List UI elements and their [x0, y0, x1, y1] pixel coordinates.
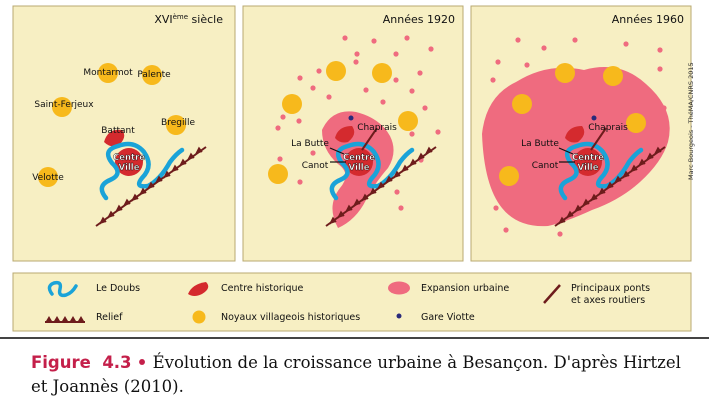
label-bregille: Bregille	[161, 118, 195, 128]
centre-ville-3	[574, 148, 602, 176]
label-canot-3: Canot	[532, 161, 559, 171]
caption-rule	[0, 337, 709, 339]
map-credit: Marc Bourgeois - ThéMA/CNRS 2015	[687, 62, 695, 180]
panel-1920s: Années 1920 Centre Ville Chaprais La But…	[242, 5, 464, 262]
river-doubs-2	[329, 141, 415, 201]
bridge-chaprais-2	[361, 127, 378, 151]
village-1920-b	[372, 63, 392, 83]
caption-text: Évolution de la croissance urbaine à Bes…	[31, 353, 681, 396]
legend-village-icon	[192, 310, 206, 324]
legend-ponts-label-1: Principaux ponts	[571, 283, 650, 294]
legend-relief-label: Relief	[96, 312, 123, 323]
legend-expansion-label: Expansion urbaine	[421, 283, 509, 294]
label-chaprais-2: Chaprais	[357, 123, 397, 133]
village-1960-a	[555, 63, 575, 83]
village-1920-a	[326, 61, 346, 81]
village-palente	[142, 65, 162, 85]
village-1960-c	[512, 94, 532, 114]
centre-historique-1	[104, 129, 125, 147]
panel-16th-century: XVIème siècle Montarmot Palente Saint-Fe…	[12, 5, 236, 262]
label-battant: Battant	[101, 126, 135, 136]
panel-2-title: Années 1920	[383, 13, 455, 26]
scattered-dots-2	[275, 35, 441, 211]
bridge-butte-2	[329, 147, 345, 155]
centre-ville-1	[115, 148, 143, 176]
village-velotte	[38, 167, 58, 187]
diagram-canvas: XVIème siècle Montarmot Palente Saint-Fe…	[12, 5, 692, 332]
bridge-chaprais-3	[590, 127, 607, 151]
village-montarmot	[98, 63, 118, 83]
village-1920-d	[398, 111, 418, 131]
village-1960-e	[499, 166, 519, 186]
gare-viotte-3	[591, 115, 597, 121]
panel-1960s: Années 1960 Centre Ville Chaprais La But…	[470, 5, 692, 262]
panel-1-title: XVIème siècle	[154, 13, 223, 26]
relief-2	[325, 146, 437, 227]
legend-relief-icon	[45, 316, 85, 323]
figure-caption: Figure 4.3 • Évolution de la croissance …	[31, 351, 691, 399]
centre-historique-2	[335, 126, 355, 143]
label-ville-2: Ville	[349, 163, 370, 173]
centre-ville-2	[345, 148, 373, 176]
label-centre-2: Centre	[343, 153, 375, 163]
label-ville-3: Ville	[578, 163, 599, 173]
river-doubs-1	[99, 141, 185, 201]
village-1960-d	[626, 113, 646, 133]
legend-doubs-label: Le Doubs	[96, 283, 140, 294]
label-centre-3: Centre	[572, 153, 604, 163]
legend: Le Doubs Relief Centre historique Noyaux…	[12, 272, 692, 332]
figure-label: Figure 4.3	[31, 353, 132, 372]
centre-historique-3	[565, 126, 585, 143]
label-ville-1: Ville	[119, 163, 140, 173]
legend-gare-label: Gare Viotte	[421, 312, 475, 323]
legend-river-icon	[47, 280, 78, 298]
relief-3	[554, 146, 666, 227]
label-chaprais-3: Chaprais	[588, 123, 628, 133]
label-palente: Palente	[137, 70, 171, 80]
label-saint-ferjeux: Saint-Ferjeux	[34, 100, 94, 110]
village-1920-e	[268, 164, 288, 184]
legend-gare-icon	[396, 313, 402, 319]
legend-ponts-label-2: et axes routiers	[571, 295, 645, 306]
legend-noyaux-label: Noyaux villageois historiques	[221, 312, 360, 323]
bridge-butte-3	[558, 147, 574, 155]
label-velotte: Velotte	[32, 173, 64, 183]
legend-expansion-icon	[388, 281, 410, 295]
village-1960-b	[603, 66, 623, 86]
caption-bullet: •	[136, 353, 148, 372]
relief-1	[95, 146, 207, 227]
label-la-butte-3: La Butte	[521, 139, 559, 149]
village-saint-ferjeux	[52, 97, 72, 117]
river-doubs-3	[558, 141, 644, 201]
village-1920-c	[282, 94, 302, 114]
label-canot-2: Canot	[302, 161, 329, 171]
label-montarmot: Montarmot	[83, 68, 133, 78]
village-bregille	[166, 115, 186, 135]
legend-ponts-icon	[543, 284, 561, 304]
legend-centre-icon	[188, 282, 209, 296]
panel-3-title: Années 1960	[612, 13, 684, 26]
gare-viotte-2	[348, 115, 354, 121]
label-centre-1: Centre	[113, 153, 145, 163]
legend-centre-label: Centre historique	[221, 283, 304, 294]
scattered-dots-3	[490, 37, 667, 237]
label-la-butte-2: La Butte	[291, 139, 329, 149]
